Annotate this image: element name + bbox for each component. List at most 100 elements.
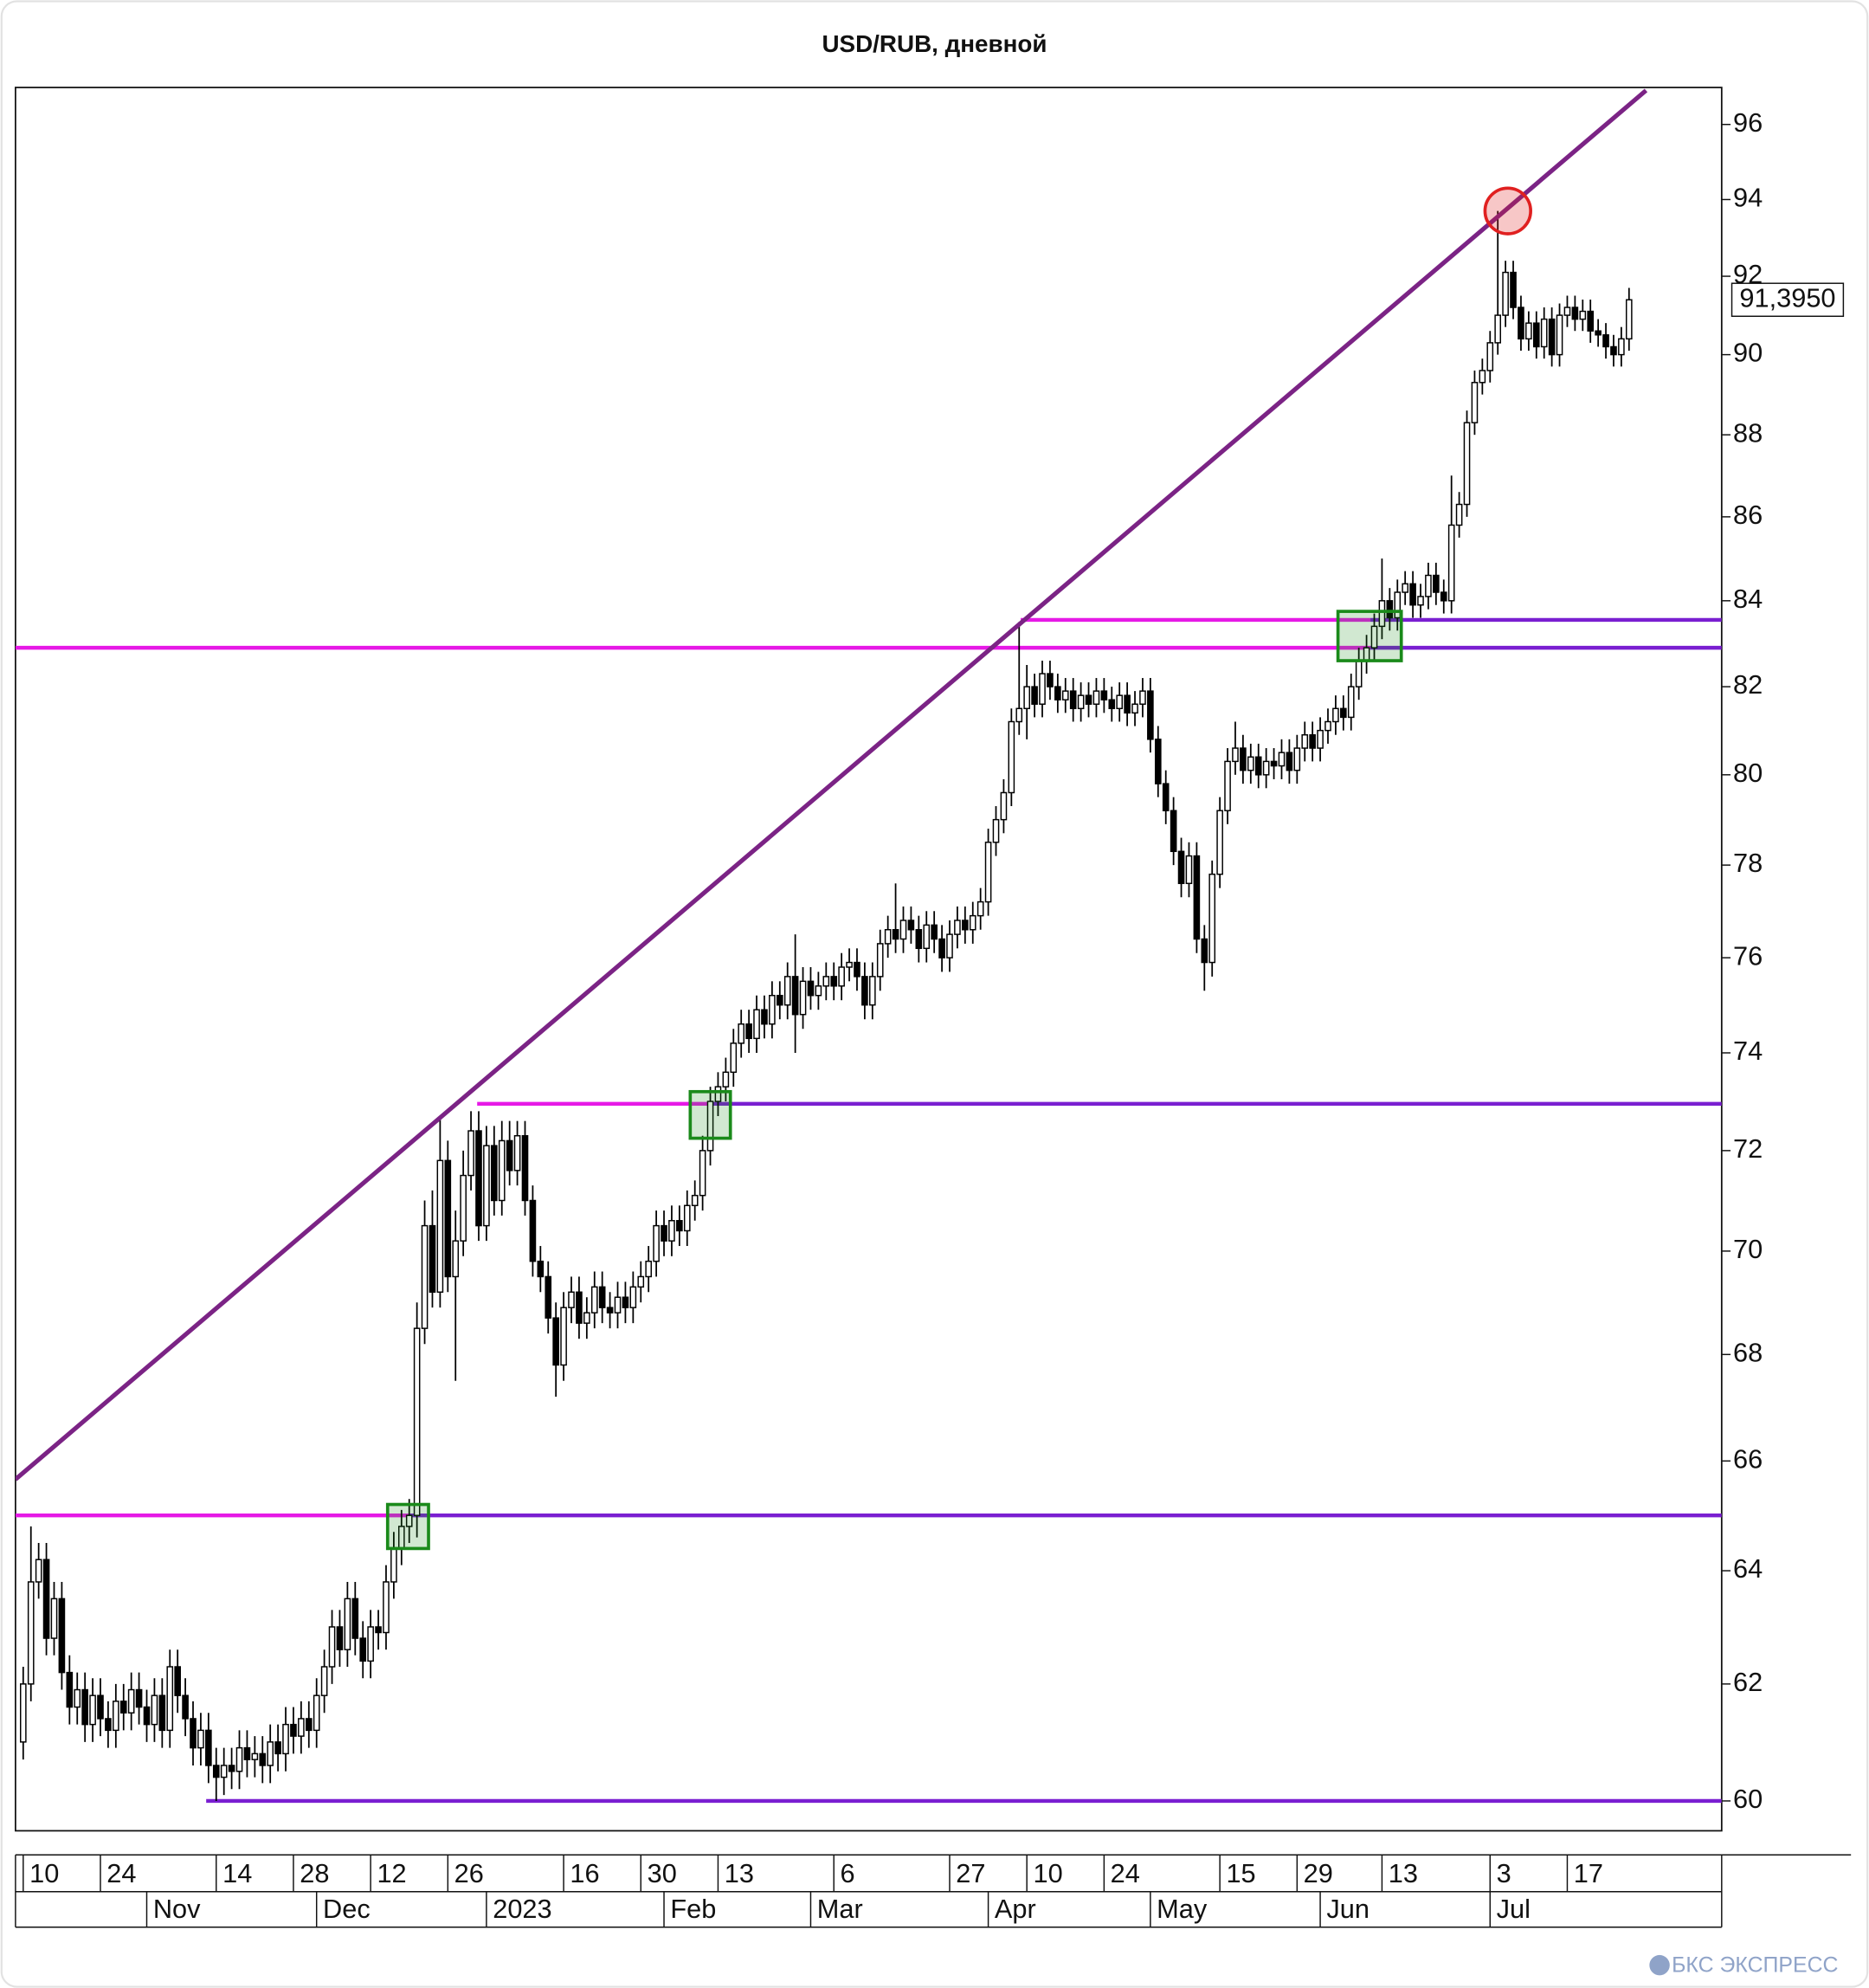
candle-body [1518,307,1524,340]
candle-body [113,1701,119,1732]
candle-body [50,1598,58,1639]
candle-body [1185,855,1193,885]
candle-body [576,1291,583,1324]
candle-body [1100,690,1108,700]
candle-body [1085,694,1092,705]
y-tick-label: 64 [1733,1553,1763,1584]
candle-body [274,1741,281,1755]
candle-body [66,1671,74,1708]
candle-body [1031,686,1038,705]
candle-body [738,1023,745,1044]
x-tick-label: 28 [300,1858,329,1888]
month-label: Jun [1326,1894,1370,1924]
candle-body [552,1317,559,1366]
candle-body [706,1100,714,1152]
candle-body [1602,334,1609,348]
candle-body [1324,720,1331,732]
candle-body [876,943,884,978]
candle-body [1402,583,1408,593]
candle-body [661,1224,667,1242]
candle-body [1015,707,1023,723]
signal-box [688,1089,732,1140]
y-tick-label: 90 [1733,338,1763,368]
candle-body [267,1741,274,1766]
candle-body [1008,720,1015,794]
x-tick-label: 12 [377,1858,406,1888]
month-label: Jul [1497,1894,1531,1924]
candle-body [1532,322,1540,348]
candle-body [1347,686,1355,719]
candle-body [699,1150,706,1197]
candle-body [1494,314,1501,344]
candle-body [243,1746,251,1760]
chart-title: USD/RUB, дневной [822,30,1047,57]
candle-body [637,1275,645,1288]
candle-body [1332,707,1339,723]
y-tick-label: 84 [1733,584,1763,614]
candle-body [367,1626,374,1662]
candle-body [1409,583,1416,606]
candle-body [1587,310,1595,332]
candle-body [1286,752,1293,771]
candle-body [614,1296,622,1314]
y-tick-label: 76 [1733,940,1763,971]
candle-body [730,1042,738,1074]
candle-body [135,1688,143,1708]
candle-body [359,1637,367,1662]
candle-body [1510,271,1517,308]
candle-body [783,976,791,1006]
candle-body [598,1286,606,1308]
signal-box [385,1502,430,1551]
month-label: Nov [153,1894,201,1924]
month-label: Feb [670,1894,716,1924]
candle-body [483,1145,490,1227]
candle-body [1317,729,1324,749]
last-price-box [1730,282,1845,318]
candle-body [89,1694,96,1726]
candle-body [1216,810,1223,875]
candle-body [1556,314,1563,356]
candle-body [151,1694,158,1726]
candle-body [1208,873,1216,964]
y-tick-label: 62 [1733,1667,1763,1697]
candle-body [1247,756,1254,771]
y-tick-label: 82 [1733,669,1763,700]
candle-body [807,980,815,997]
candle-body [298,1718,305,1737]
candle-body [761,1009,768,1025]
highlight-circle [1483,186,1532,236]
candle-body [1447,524,1455,602]
candle-body [892,928,899,940]
x-tick-label: 24 [1111,1858,1140,1888]
candle-body [498,1139,506,1202]
candle-body [1262,760,1270,776]
candle-body [35,1559,42,1583]
candle-body [1463,422,1471,506]
month-label: Mar [817,1894,863,1924]
x-tick-label: 17 [1574,1858,1603,1888]
month-label: Apr [995,1894,1036,1924]
candle-body [1077,694,1085,710]
candle-body [1224,760,1231,811]
x-tick-label: 30 [648,1858,677,1888]
candle-body [1548,318,1556,356]
candle-body [143,1706,151,1726]
candle-body [328,1626,336,1668]
candle-body [475,1130,482,1227]
month-label: May [1157,1894,1208,1924]
candle-body [1386,600,1394,619]
candle-body [606,1307,614,1314]
last-price-label: 91,3950 [1739,282,1835,313]
candle-body [645,1260,652,1278]
x-tick-label: 24 [106,1858,136,1888]
candle-body [915,928,923,950]
y-tick-label: 88 [1733,417,1763,448]
candle-body [1131,703,1138,714]
x-tick-label: 13 [725,1858,754,1888]
candle-body [931,924,938,940]
watermark-logo [1649,1954,1670,1976]
candle-body [938,938,945,958]
candle-body [174,1666,181,1696]
candle-body [691,1194,699,1207]
